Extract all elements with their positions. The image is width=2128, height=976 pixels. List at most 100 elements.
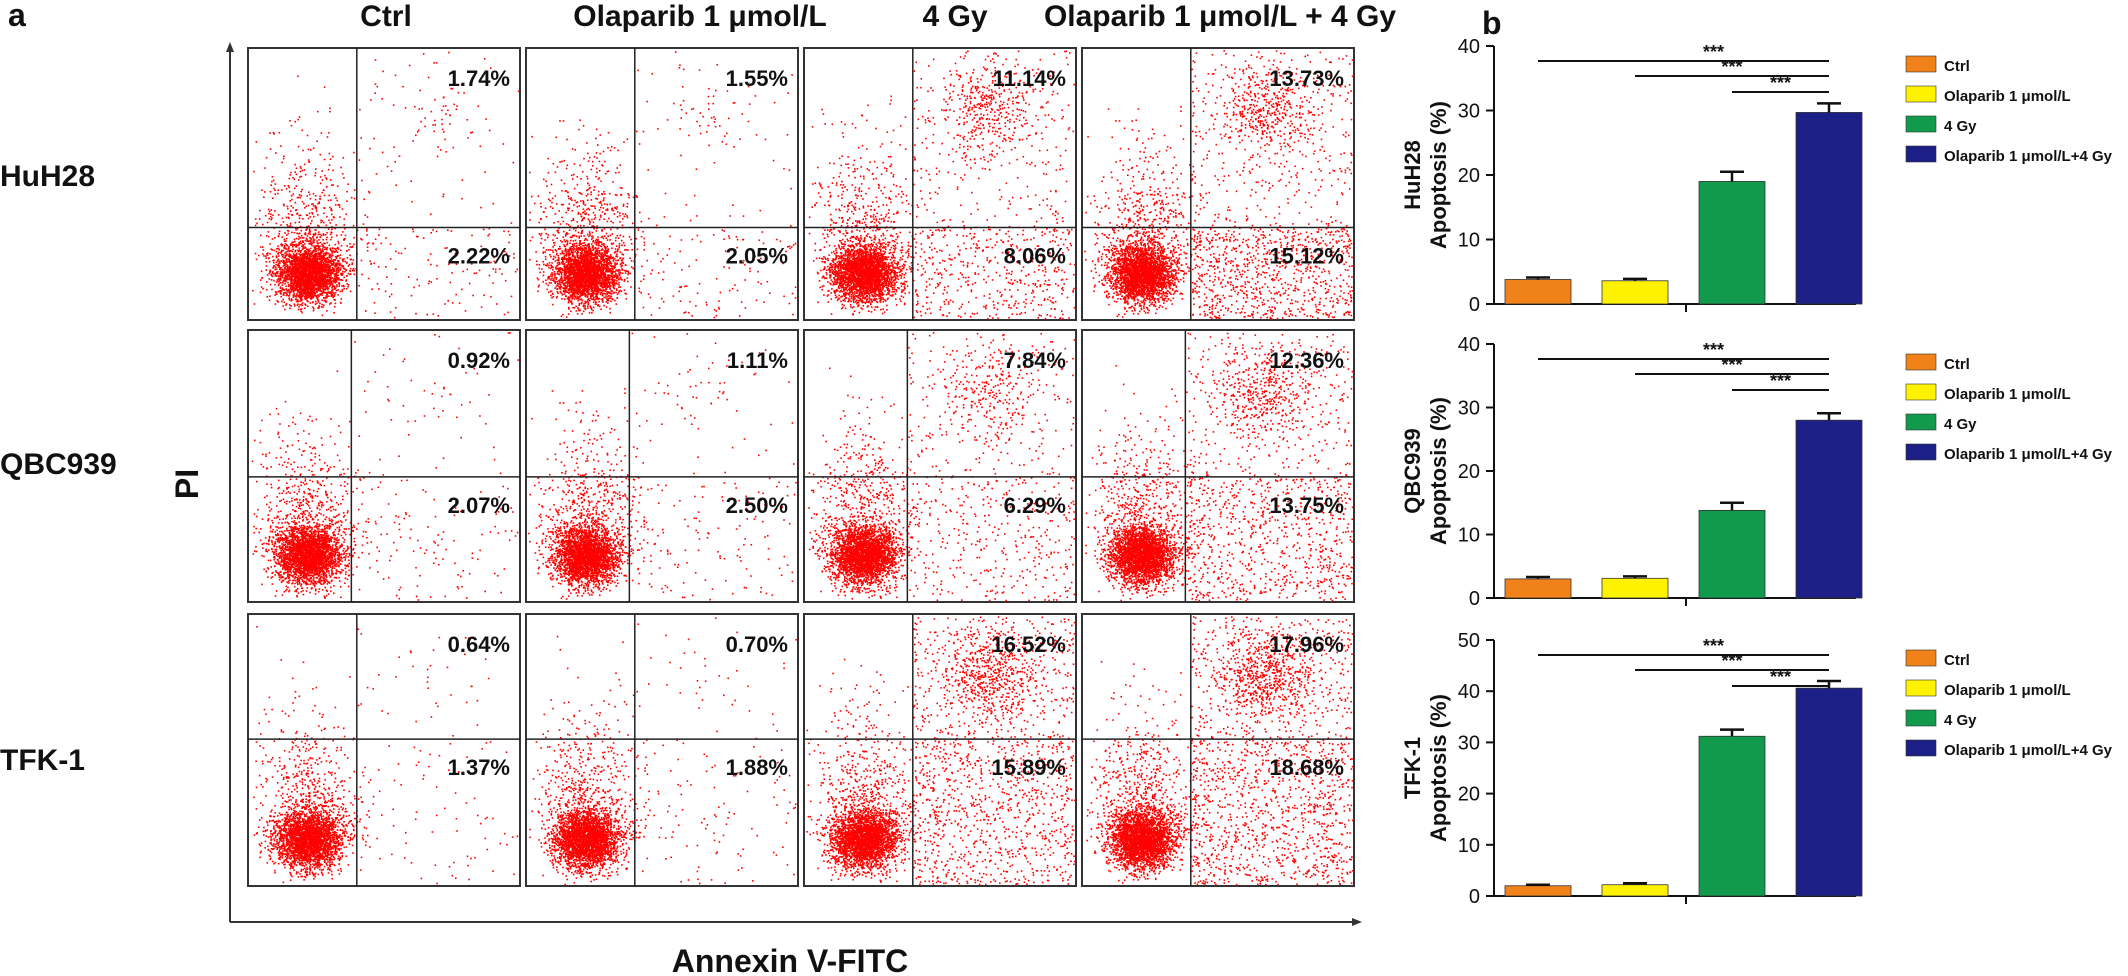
panel-a-x-arrow: [1352, 918, 1362, 926]
bar-1: [1602, 281, 1668, 304]
row-label-tfk1: TFK-1: [0, 744, 85, 777]
legend-swatch: [1906, 710, 1936, 726]
bar-0: [1505, 886, 1571, 896]
lower-right-percentage: 2.50%: [726, 493, 788, 518]
bar-chart-row-label: TFK-1: [1400, 737, 1425, 799]
bar-0: [1505, 579, 1571, 598]
column-header-4gy: 4 Gy: [922, 0, 987, 33]
legend-swatch: [1906, 116, 1936, 132]
bar-0: [1505, 279, 1571, 304]
bar-3: [1796, 420, 1862, 598]
y-tick-label: 40: [1458, 334, 1480, 356]
bar-2: [1699, 736, 1765, 896]
flow-plot-r2-c0: 0.64% 1.37%: [248, 614, 520, 886]
y-tick-label: 30: [1458, 101, 1480, 123]
flow-plot-r2-c1: 0.70% 1.88%: [526, 614, 798, 886]
legend-label: Ctrl: [1944, 652, 1970, 669]
significance-stars: ***: [1770, 73, 1791, 93]
y-tick-label: 20: [1458, 461, 1480, 483]
bar-3: [1796, 688, 1862, 896]
lower-right-percentage: 13.75%: [1269, 493, 1344, 518]
y-tick-label: 30: [1458, 732, 1480, 754]
legend-swatch: [1906, 740, 1936, 756]
upper-right-percentage: 1.11%: [727, 348, 788, 373]
legend-label: Olaparib 1 μmol/L+4 Gy: [1944, 446, 2113, 463]
significance-stars: ***: [1770, 371, 1791, 391]
panel-b-label: b: [1482, 5, 1502, 41]
y-tick-label: 0: [1469, 588, 1480, 610]
bar-chart-ylabel: Apoptosis (%): [1426, 101, 1451, 249]
upper-right-percentage: 0.92%: [448, 348, 510, 373]
legend-label: Olaparib 1 μmol/L+4 Gy: [1944, 742, 2113, 759]
flow-cytometry-grid: 1.74%2.22%1.55%2.05% 11.14% 8.06% 13.73% 15.…: [248, 48, 1354, 886]
row-label-huh28: HuH28: [0, 160, 95, 193]
column-header-olaparib: Olaparib 1 μmol/L: [573, 0, 826, 33]
bar-1: [1602, 578, 1668, 598]
bar-2: [1699, 181, 1765, 304]
legend-swatch: [1906, 384, 1936, 400]
legend-swatch: [1906, 650, 1936, 666]
bar-1: [1602, 885, 1668, 896]
legend-swatch: [1906, 146, 1936, 162]
upper-right-percentage: 17.96%: [1269, 632, 1344, 657]
panel-a-label: a: [8, 0, 26, 33]
flow-plot-r1-c3: 12.36%13.75%: [1082, 330, 1354, 602]
legend-label: 4 Gy: [1944, 416, 1977, 433]
bar-chart-row-label: QBC939: [1400, 428, 1425, 514]
upper-right-percentage: 0.70%: [726, 632, 788, 657]
significance-stars: ***: [1770, 667, 1791, 687]
y-tick-label: 30: [1458, 398, 1480, 420]
significance-stars: ***: [1721, 651, 1742, 671]
upper-right-percentage: 13.73%: [1269, 66, 1344, 91]
lower-right-percentage: 6.29%: [1004, 493, 1066, 518]
significance-stars: ***: [1721, 355, 1742, 375]
upper-right-percentage: 16.52%: [991, 632, 1066, 657]
flow-plot-r0-c0: 1.74%2.22%: [248, 48, 520, 320]
legend-swatch: [1906, 444, 1936, 460]
y-tick-label: 50: [1458, 630, 1480, 652]
lower-right-percentage: 1.37%: [448, 755, 510, 780]
flow-plot-r2-c3: 17.96%18.68%: [1082, 614, 1354, 886]
y-tick-label: 10: [1458, 835, 1480, 857]
legend-label: 4 Gy: [1944, 712, 1977, 729]
legend-label: 4 Gy: [1944, 118, 1977, 135]
bar-chart-ylabel: Apoptosis (%): [1426, 694, 1451, 842]
bar-2: [1699, 510, 1765, 598]
panel-a-ylabel: PI: [169, 469, 205, 499]
upper-right-percentage: 1.74%: [448, 66, 510, 91]
legend-label: Olaparib 1 μmol/L: [1944, 386, 2071, 403]
legend-label: Olaparib 1 μmol/L+4 Gy: [1944, 148, 2113, 165]
upper-right-percentage: 11.14%: [993, 66, 1066, 91]
flow-plot-r2-c2: 16.52% 15.89%: [804, 614, 1076, 886]
lower-right-percentage: 1.88%: [726, 755, 788, 780]
y-tick-label: 40: [1458, 36, 1480, 58]
flow-plot-r1-c0: 0.92% 2.07%: [248, 330, 520, 602]
lower-right-percentage: 15.12%: [1269, 244, 1344, 269]
y-tick-label: 0: [1469, 294, 1480, 316]
y-tick-label: 0: [1469, 886, 1480, 908]
upper-right-percentage: 7.84%: [1004, 348, 1066, 373]
flow-plot-r1-c2: 7.84% 6.29%: [804, 330, 1076, 602]
panel-a-xlabel: Annexin V-FITC: [672, 943, 908, 976]
legend-swatch: [1906, 680, 1936, 696]
legend: Ctrl Olaparib 1 μmol/L 4 Gy Olaparib 1 μmol…: [1906, 650, 2113, 759]
bar-3: [1796, 112, 1862, 304]
y-tick-label: 20: [1458, 165, 1480, 187]
y-tick-label: 10: [1458, 230, 1480, 252]
lower-right-percentage: 8.06%: [1004, 244, 1066, 269]
flow-plot-r1-c1: 1.11% 2.50%: [526, 330, 798, 602]
legend-label: Olaparib 1 μmol/L: [1944, 682, 2071, 699]
flow-plot-r0-c1: 1.55%2.05%: [526, 48, 798, 320]
legend-swatch: [1906, 56, 1936, 72]
y-tick-label: 20: [1458, 784, 1480, 806]
bar-chart-row-label: HuH28: [1400, 140, 1425, 210]
lower-right-percentage: 2.07%: [448, 493, 510, 518]
upper-right-percentage: 0.64%: [448, 632, 510, 657]
column-header-combination: Olaparib 1 μmol/L + 4 Gy: [1044, 0, 1396, 33]
lower-right-percentage: 15.89%: [991, 755, 1066, 780]
legend-swatch: [1906, 86, 1936, 102]
